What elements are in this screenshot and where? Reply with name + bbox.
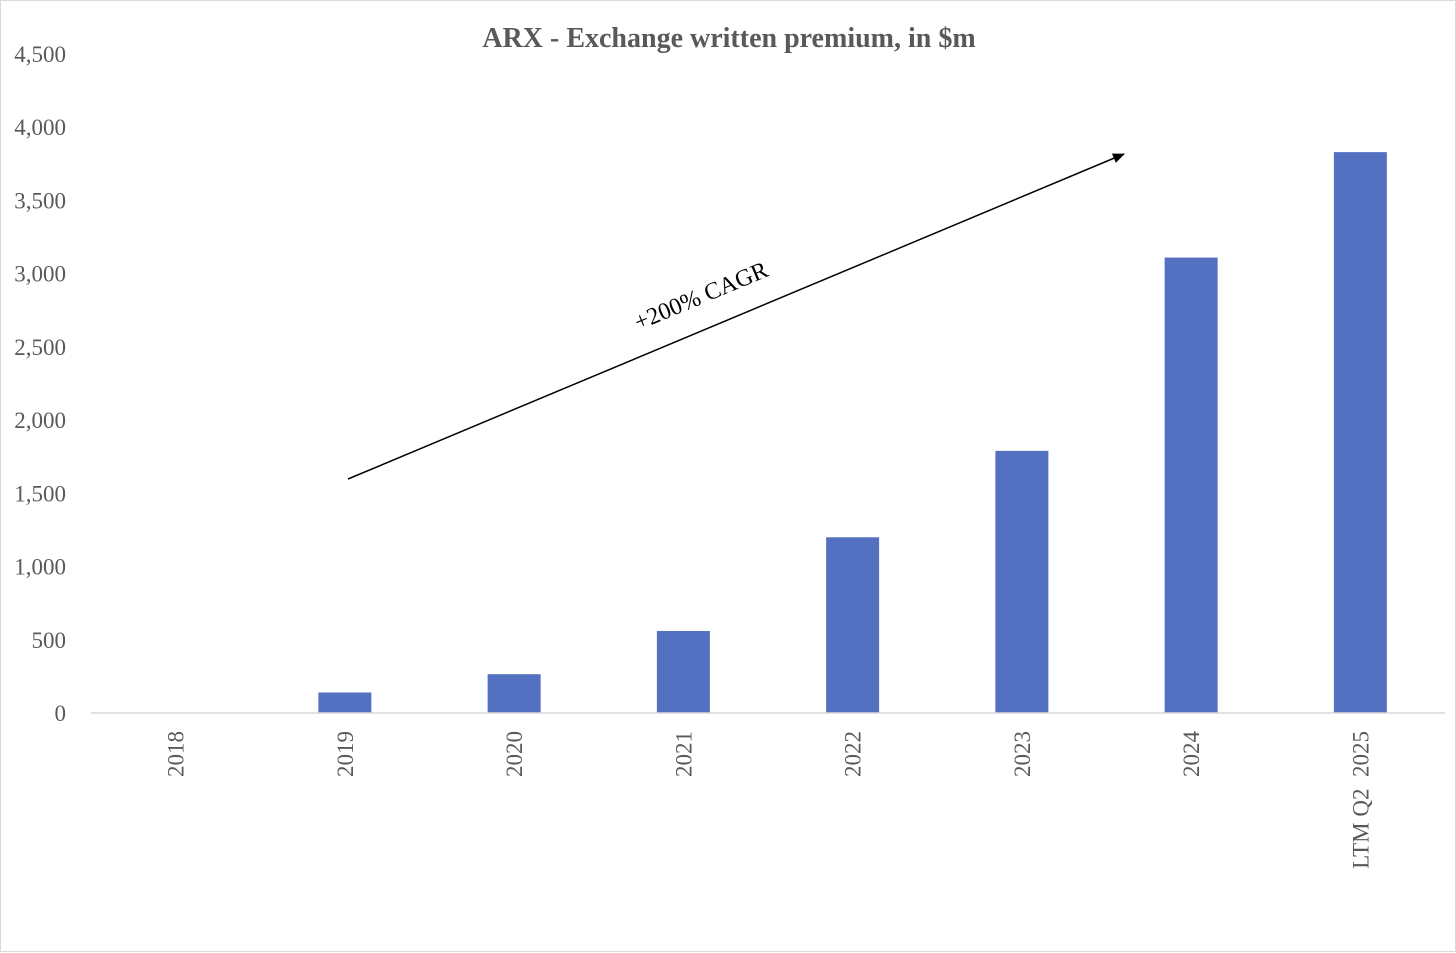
- x-tick-label: 2024: [1179, 731, 1204, 778]
- y-tick-label: 500: [32, 628, 67, 653]
- bar-2022: [826, 537, 880, 713]
- bar-2024: [1164, 257, 1218, 713]
- bar-2020: [487, 674, 541, 713]
- bar-2019: [318, 692, 372, 713]
- y-tick-label: 1,000: [14, 555, 66, 580]
- cagr-label: +200% CAGR: [631, 257, 772, 336]
- bar-2023: [995, 450, 1049, 713]
- bar-ltm-q2-2025: [1333, 152, 1387, 713]
- y-tick-label: 1,500: [14, 481, 66, 506]
- y-tick-label: 3,500: [14, 188, 66, 213]
- x-axis: 2018 2019 2020 2021 2022 2023 2024 LTM Q2 2025: [164, 731, 1374, 869]
- bar-2021: [656, 630, 710, 713]
- x-tick-label: 2020: [502, 731, 527, 777]
- cagr-annotation: +200% CAGR: [347, 153, 1125, 480]
- y-tick-label: 3,000: [14, 262, 66, 287]
- bars: [318, 152, 1387, 713]
- x-tick-label: 2022: [841, 731, 866, 777]
- x-tick-label: 2023: [1010, 731, 1035, 777]
- y-axis: 0 500 1,000 1,500 2,000 2,500 3,000 3,500 4,000 4…: [14, 42, 66, 726]
- y-tick-label: 4,500: [14, 42, 66, 67]
- chart-title: ARX - Exchange written premium, in $m: [482, 23, 975, 54]
- y-tick-label: 0: [55, 701, 67, 726]
- x-tick-label: 2021: [671, 731, 696, 777]
- x-tick-label: LTM Q2 2025: [1348, 731, 1373, 869]
- y-tick-label: 2,500: [14, 335, 66, 360]
- y-tick-label: 4,000: [14, 115, 66, 140]
- cagr-arrow: [347, 153, 1125, 480]
- y-tick-label: 2,000: [14, 408, 66, 433]
- x-tick-label: 2018: [164, 731, 189, 777]
- x-tick-label: 2019: [333, 731, 358, 777]
